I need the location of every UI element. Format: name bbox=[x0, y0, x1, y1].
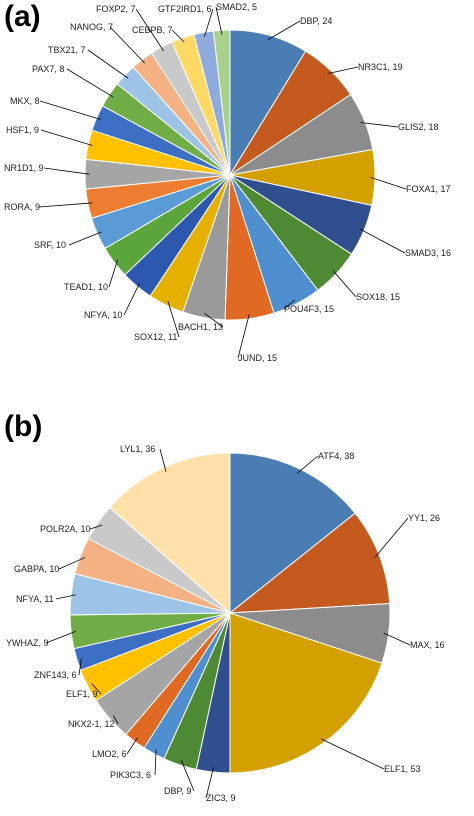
leader-line bbox=[180, 760, 195, 792]
slice-label: DBP, 24 bbox=[300, 16, 332, 26]
slice-label: ZNF143, 6 bbox=[34, 670, 77, 680]
leader-line bbox=[283, 299, 296, 310]
leader-line bbox=[91, 683, 102, 695]
slice-label: ELF1, 9 bbox=[66, 689, 98, 699]
leader-line bbox=[297, 455, 319, 474]
leader-line bbox=[171, 29, 185, 43]
slice-label: NFYA, 10 bbox=[84, 310, 122, 320]
slice-label: ZIC3, 9 bbox=[206, 793, 236, 803]
slice-label: RORA, 9 bbox=[4, 202, 40, 212]
leader-line bbox=[167, 301, 180, 338]
leader-line bbox=[108, 259, 119, 288]
slice-label: MAX, 16 bbox=[410, 640, 445, 650]
leader-line bbox=[374, 517, 409, 558]
leader-line bbox=[68, 231, 102, 246]
slice-label: POU4F3, 15 bbox=[284, 304, 334, 314]
leader-line bbox=[205, 767, 214, 799]
leader-line bbox=[87, 49, 129, 79]
slice-label: FOXP2, 7 bbox=[96, 4, 136, 14]
slice-label: LMO2, 6 bbox=[92, 749, 127, 759]
leader-line bbox=[45, 630, 77, 644]
leader-line bbox=[66, 68, 114, 98]
leader-line bbox=[204, 8, 214, 37]
leader-line bbox=[267, 20, 301, 40]
slice-label: SOX18, 15 bbox=[356, 292, 400, 302]
slice-label: TBX21, 7 bbox=[48, 45, 86, 55]
leader-line bbox=[39, 100, 101, 120]
leader-line bbox=[237, 314, 250, 359]
leader-line bbox=[327, 66, 359, 74]
slice-label: BACH1, 13 bbox=[178, 322, 223, 332]
slice-label: SMAD2, 5 bbox=[216, 2, 257, 12]
slice-label: LYL1, 36 bbox=[120, 444, 155, 454]
slice-label: YY1, 26 bbox=[408, 513, 440, 523]
slice-label: HSF1, 9 bbox=[6, 125, 39, 135]
panel-letter-a: (a) bbox=[4, 0, 41, 33]
leader-line bbox=[109, 26, 146, 64]
slice-label: TEAD1, 10 bbox=[64, 282, 108, 292]
leader-line bbox=[38, 202, 93, 208]
slice-label: GABPA, 10 bbox=[14, 564, 59, 574]
slice-label: GLIS2, 18 bbox=[398, 122, 439, 132]
slice-label: GTF2IRD1, 6 bbox=[158, 4, 212, 14]
leader-line bbox=[215, 6, 223, 35]
leader-line bbox=[126, 737, 138, 755]
slice-label: YWHAZ, 9 bbox=[6, 638, 49, 648]
leader-line bbox=[320, 738, 385, 770]
leader-line bbox=[40, 129, 93, 146]
leader-line bbox=[370, 177, 407, 190]
slice-label: NANOG, 7 bbox=[70, 22, 113, 32]
leader-line bbox=[113, 715, 119, 725]
pie-slice bbox=[229, 612, 383, 774]
slice-label: NFYA, 11 bbox=[16, 594, 54, 604]
slice-label: CEBPB, 7 bbox=[132, 25, 173, 35]
leader-line bbox=[123, 282, 141, 316]
slice-label: NR3C1, 19 bbox=[358, 62, 403, 72]
slice-label: SOX12, 11 bbox=[134, 332, 177, 342]
slice-label: JUND, 15 bbox=[238, 353, 277, 363]
pie-slice bbox=[229, 452, 356, 615]
leader-line bbox=[55, 594, 76, 600]
leader-line bbox=[383, 632, 411, 646]
slice-label: PIK3C3, 6 bbox=[110, 770, 151, 780]
leader-line bbox=[154, 749, 157, 776]
leader-line bbox=[58, 557, 86, 570]
slice-label: ATF4, 38 bbox=[318, 451, 354, 461]
pie-chart-a: DBP, 24 NR3C1, 19 GLIS2, 18 FOXA1, 17 SMAD3,… bbox=[4, 2, 451, 363]
leader-line bbox=[332, 270, 357, 298]
slice-label: NKX2-1, 12 bbox=[68, 719, 115, 729]
pie-chart-b: ATF4, 38 YY1, 26 MAX, 16 ELF1, 53 ZIC3, 9 DBP… bbox=[6, 444, 445, 803]
leader-line bbox=[204, 312, 224, 328]
pie-slice bbox=[109, 452, 231, 615]
slice-label: NR1D1, 9 bbox=[4, 163, 44, 173]
leader-line bbox=[360, 122, 399, 128]
leader-line bbox=[135, 8, 164, 52]
slice-label: ELF1, 53 bbox=[384, 764, 421, 774]
slice-label: MKX, 8 bbox=[10, 96, 40, 106]
leader-line bbox=[43, 167, 90, 175]
panel-letter-b: (b) bbox=[4, 410, 43, 443]
leader-line bbox=[159, 448, 167, 472]
slice-label: FOXA1, 17 bbox=[406, 184, 451, 194]
pie-slice bbox=[212, 29, 231, 176]
leader-line bbox=[89, 524, 103, 530]
leader-line bbox=[359, 228, 406, 254]
slice-label: SRF, 10 bbox=[34, 240, 66, 250]
slice-label: SMAD3, 16 bbox=[405, 248, 451, 258]
slice-label: PAX7, 8 bbox=[32, 64, 64, 74]
slice-label: DBP, 9 bbox=[164, 786, 191, 796]
leader-line bbox=[78, 658, 82, 676]
slice-label: POLR2A, 10 bbox=[40, 524, 91, 534]
pie-slice bbox=[228, 512, 391, 614]
